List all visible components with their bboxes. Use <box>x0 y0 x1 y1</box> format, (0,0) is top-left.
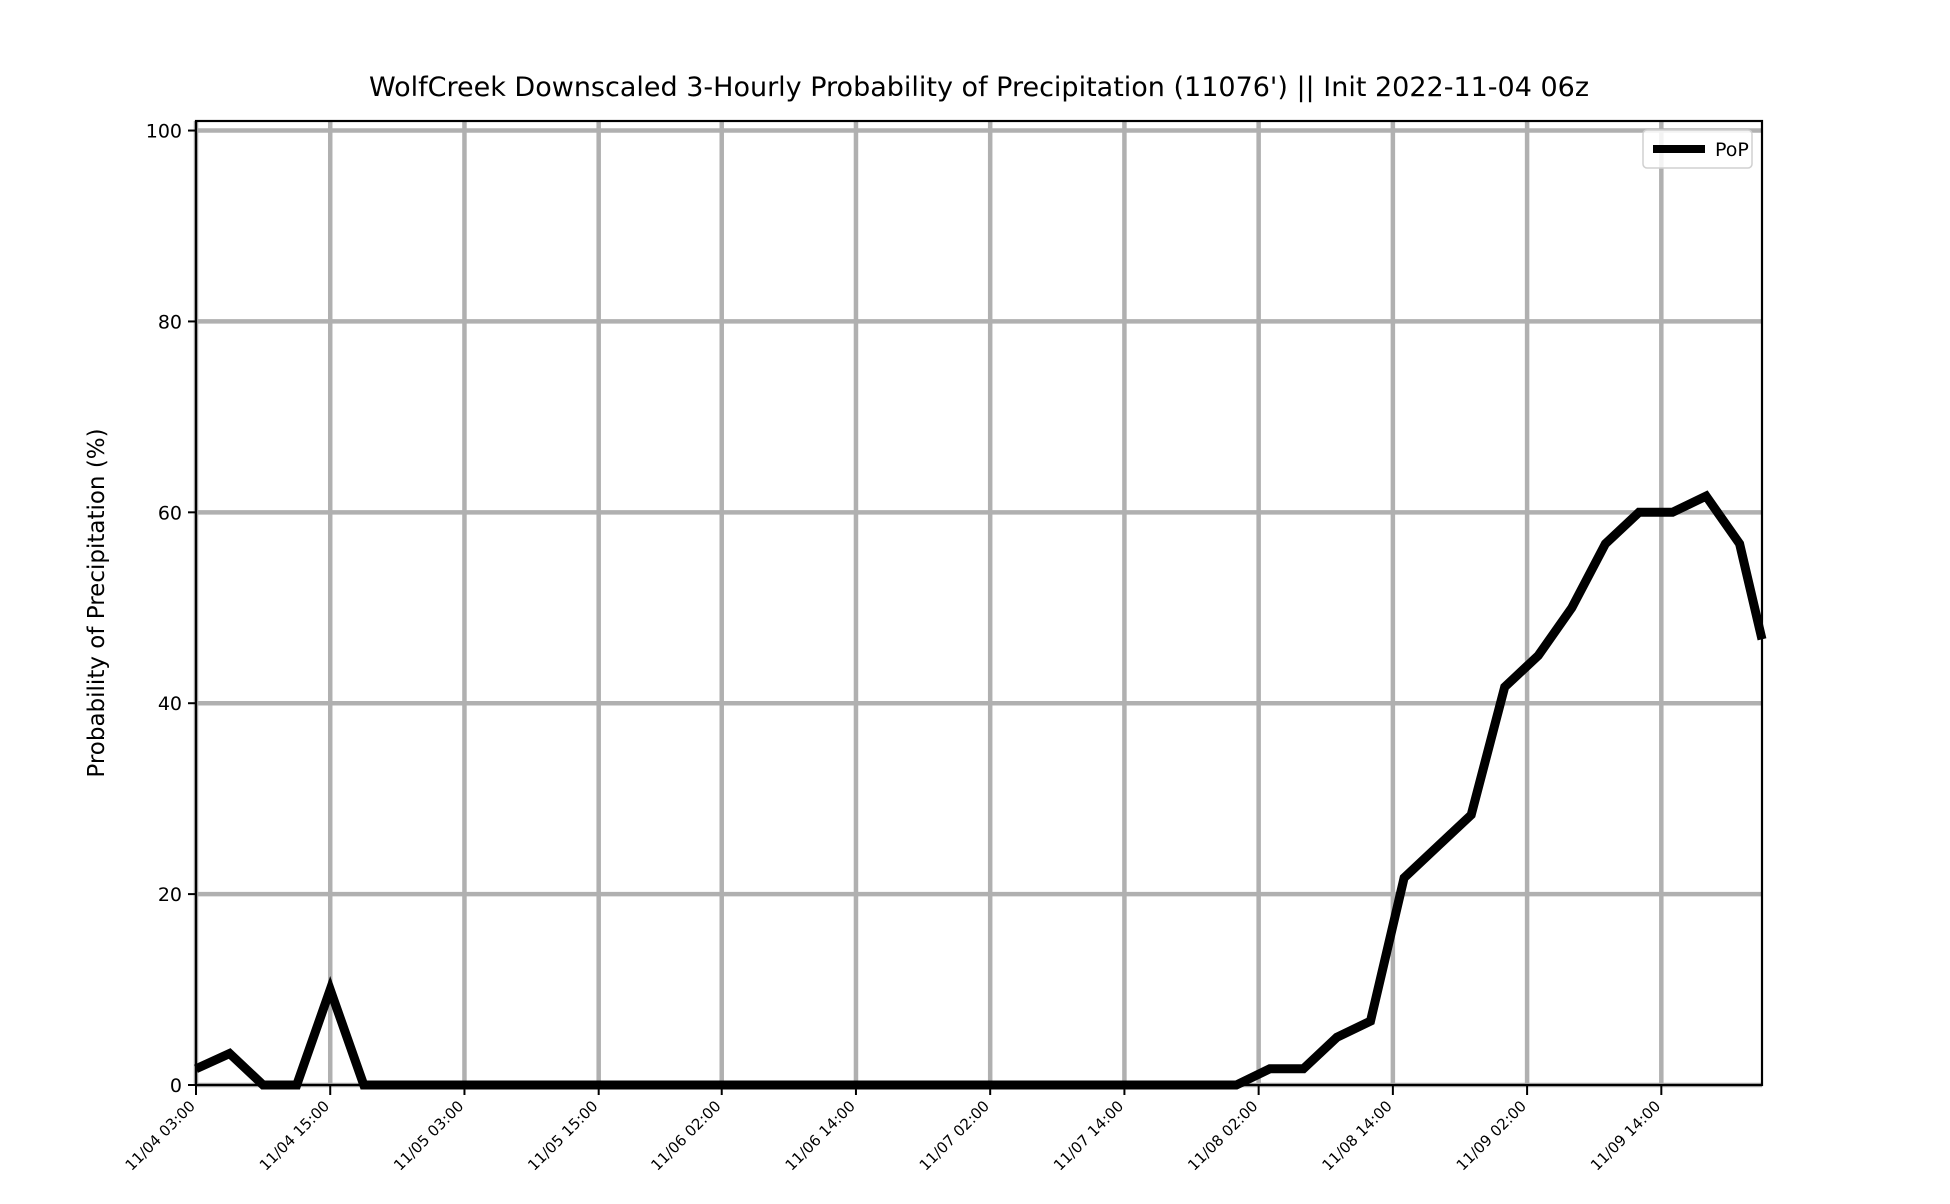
x-tick-label-11: 11/09 14:00 <box>1587 1097 1664 1174</box>
legend: PoP <box>1642 129 1753 169</box>
x-tick-label-0: 11/04 03:00 <box>122 1097 199 1174</box>
x-tick-label-10: 11/09 02:00 <box>1453 1097 1530 1174</box>
x-tick-label-2: 11/05 03:00 <box>390 1097 467 1174</box>
x-tick-label-4: 11/06 02:00 <box>647 1097 724 1174</box>
y-axis: 0 20 40 60 80 100 <box>146 121 196 1097</box>
x-tick-label-8: 11/08 02:00 <box>1184 1097 1261 1174</box>
x-tick-label-9: 11/08 14:00 <box>1318 1097 1395 1174</box>
y-tick-label-100: 100 <box>146 121 182 143</box>
x-axis: 11/04 03:00 11/04 15:00 11/05 03:00 11/05 1… <box>122 1085 1664 1174</box>
chart-title: WolfCreek Downscaled 3-Hourly Probabilit… <box>369 72 1589 103</box>
grid <box>193 121 1762 1088</box>
y-tick-label-20: 20 <box>158 884 182 906</box>
y-tick-label-80: 80 <box>158 311 182 333</box>
legend-label-pop: PoP <box>1715 139 1749 161</box>
y-tick-label-60: 60 <box>158 502 182 524</box>
x-tick-label-3: 11/05 15:00 <box>524 1097 601 1174</box>
x-tick-label-5: 11/06 14:00 <box>782 1097 859 1174</box>
y-tick-label-40: 40 <box>158 693 182 715</box>
y-tick-label-0: 0 <box>170 1075 182 1097</box>
axes-frame <box>194 119 1764 1087</box>
x-tick-label-1: 11/04 15:00 <box>256 1097 333 1174</box>
y-axis-label: Probability of Precipitation (%) <box>84 428 110 777</box>
x-tick-label-6: 11/07 02:00 <box>916 1097 993 1174</box>
x-tick-label-7: 11/07 14:00 <box>1050 1097 1127 1174</box>
